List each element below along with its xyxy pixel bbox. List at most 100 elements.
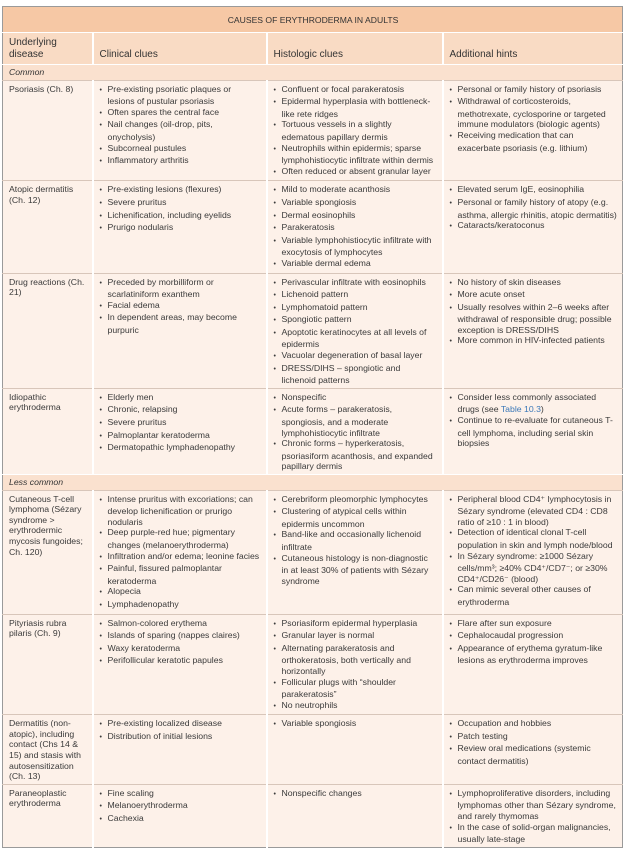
list-item: Mild to moderate acanthosis <box>274 184 437 197</box>
list-item: Spongiotic pattern <box>274 314 437 327</box>
list-item: Distribution of initial lesions <box>100 731 261 744</box>
clinical-cell: Pre-existing psoriatic plaques or lesion… <box>92 79 268 181</box>
list-item: Lichenification, including eyelids <box>100 210 261 223</box>
list-item: Prurigo nodularis <box>100 222 261 235</box>
histologic-list: Nonspecific changes <box>274 788 437 801</box>
list-item: Dermatopathic lymphadenopathy <box>100 442 261 455</box>
section-label: Common <box>2 64 623 81</box>
hints-cell: Peripheral blood CD4⁺ lymphocytosis in S… <box>442 489 623 615</box>
list-item: Islands of sparing (nappes claires) <box>100 630 261 643</box>
hints-list: Elevated serum IgE, eosinophiliaPersonal… <box>450 184 618 232</box>
hints-list: Peripheral blood CD4⁺ lymphocytosis in S… <box>450 494 618 608</box>
list-item: Pre-existing lesions (flexures) <box>100 184 261 197</box>
list-item: Palmoplantar keratoderma <box>100 430 261 443</box>
list-item: Parakeratosis <box>274 222 437 235</box>
clinical-cell: Fine scalingMelanoerythrodermaCachexia <box>92 783 268 848</box>
list-item: Often spares the central face <box>100 107 261 120</box>
histologic-list: Cerebriform pleomorphic lymphocytesClust… <box>274 494 437 587</box>
list-item: Lymphomatoid pattern <box>274 302 437 315</box>
list-item: More acute onset <box>450 289 618 302</box>
list-item: Chronic forms – hyperkeratosis, psoriasi… <box>274 438 437 472</box>
table-row: Atopic dermatitis (Ch. 12)Pre-existing l… <box>2 180 623 273</box>
disease-cell: Psoriasis (Ch. 8) <box>2 79 94 181</box>
list-item: Personal or family history of psoriasis <box>450 84 618 97</box>
hints-cell: Lymphoproliferative disorders, including… <box>442 783 623 848</box>
hints-list: Flare after sun exposureCephalocaudal pr… <box>450 618 618 666</box>
list-item: Acute forms – parakeratosis, spongiosis,… <box>274 404 437 438</box>
list-item: Withdrawal of corticosteroids, methotrex… <box>450 96 618 130</box>
list-item: Subcorneal pustules <box>100 143 261 156</box>
list-item: Continue to re-evaluate for cutaneous T-… <box>450 415 618 449</box>
table-row: Drug reactions (Ch. 21) Preceded by morbi… <box>2 272 623 389</box>
list-item: Infiltration and/or edema; leonine facie… <box>100 551 261 564</box>
clinical-list: Pre-existing localized diseaseDistributi… <box>100 718 261 743</box>
list-item: Usually resolves within 2–6 weeks after … <box>450 302 618 336</box>
item-text: ) <box>540 404 544 415</box>
list-item: Alternating parakeratosis and orthokerat… <box>274 643 437 677</box>
table-row: Psoriasis (Ch. 8) Pre-existing psoriatic … <box>2 79 623 181</box>
histologic-cell: Psoriasiform epidermal hyperplasiaGranul… <box>266 613 444 715</box>
list-item: Melanoerythroderma <box>100 800 261 813</box>
header-additional-hints: Additional hints <box>442 32 623 65</box>
clinical-list: Salmon-colored erythemaIslands of sparin… <box>100 618 261 668</box>
list-item: Lymphoproliferative disorders, including… <box>450 788 618 822</box>
hints-cell: Flare after sun exposureCephalocaudal pr… <box>442 613 623 715</box>
disease-cell: Atopic dermatitis (Ch. 12) <box>2 180 94 273</box>
list-item: Patch testing <box>450 731 618 744</box>
list-item: Intense pruritus with excoriations; can … <box>100 494 261 528</box>
header-clinical-clues: Clinical clues <box>92 32 268 65</box>
clinical-cell: Salmon-colored erythemaIslands of sparin… <box>92 613 268 715</box>
item-text: Consider less commonly associated drugs … <box>457 391 597 415</box>
histologic-list: NonspecificAcute forms – parakeratosis, … <box>274 392 437 472</box>
list-item: Severe pruritus <box>100 197 261 210</box>
histologic-list: Psoriasiform epidermal hyperplasiaGranul… <box>274 618 437 713</box>
list-item: Nail changes (oil-drop, pits, onycholysi… <box>100 119 261 142</box>
list-item: Cataracts/keratoconus <box>450 220 618 233</box>
list-item: Lichenoid pattern <box>274 289 437 302</box>
list-item: Variable spongiosis <box>274 718 437 731</box>
clinical-cell: Preceded by morbilliform or scarlatinifo… <box>92 272 268 389</box>
list-item: Consider less commonly associated drugs … <box>450 392 618 415</box>
list-item: Vacuolar degeneration of basal layer <box>274 350 437 363</box>
clinical-cell: Pre-existing lesions (flexures)Severe pr… <box>92 180 268 273</box>
list-item: Nonspecific changes <box>274 788 437 801</box>
histologic-cell: Cerebriform pleomorphic lymphocytesClust… <box>266 489 444 615</box>
table-row: Pityriasis rubra pilaris (Ch. 9)Salmon-c… <box>2 613 623 715</box>
list-item: Occupation and hobbies <box>450 718 618 731</box>
list-item: Granular layer is normal <box>274 630 437 643</box>
list-item: Facial edema <box>100 300 261 313</box>
list-item: Apoptotic keratinocytes at all levels of… <box>274 327 437 350</box>
list-item: Receiving medication that can exacerbate… <box>450 130 618 153</box>
list-item: Tortuous vessels in a slightly edematous… <box>274 119 437 142</box>
table-title: CAUSES OF ERYTHRODERMA IN ADULTS <box>2 6 623 33</box>
table-title-row: CAUSES OF ERYTHRODERMA IN ADULTS <box>2 6 623 33</box>
list-item: Inflammatory arthritis <box>100 155 261 168</box>
list-item: Confluent or focal parakeratosis <box>274 84 437 97</box>
section-row: Common <box>2 64 623 81</box>
list-item: In dependent areas, may become purpuric <box>100 312 261 335</box>
list-item: Cutaneous histology is non-diagnostic in… <box>274 553 437 587</box>
hints-cell: No history of skin diseasesMore acute on… <box>442 272 623 389</box>
histologic-list: Mild to moderate acanthosisVariable spon… <box>274 184 437 270</box>
list-item: Chronic, relapsing <box>100 404 261 417</box>
list-item: In the case of solid-organ malignancies,… <box>450 822 618 845</box>
clinical-list: Intense pruritus with excoriations; can … <box>100 494 261 612</box>
list-item: Elderly men <box>100 392 261 405</box>
list-item: Pre-existing localized disease <box>100 718 261 731</box>
list-item: No neutrophils <box>274 700 437 713</box>
list-item: Epidermal hyperplasia with bottleneck-li… <box>274 96 437 119</box>
list-item: Elevated serum IgE, eosinophilia <box>450 184 618 197</box>
list-item: Variable spongiosis <box>274 197 437 210</box>
histologic-cell: Mild to moderate acanthosisVariable spon… <box>266 180 444 273</box>
hints-list: Lymphoproliferative disorders, including… <box>450 788 618 845</box>
section-label: Less common <box>2 474 623 491</box>
list-item: Perivascular infiltrate with eosinophils <box>274 277 437 290</box>
list-item: More common in HIV-infected patients <box>450 335 618 348</box>
list-item: Often reduced or absent granular layer <box>274 166 437 179</box>
list-item: Can mimic several other causes of erythr… <box>450 584 618 607</box>
list-item: Detection of identical clonal T-cell pop… <box>450 527 618 550</box>
list-item: DRESS/DIHS – spongiotic and lichenoid pa… <box>274 363 437 386</box>
clinical-list: Fine scalingMelanoerythrodermaCachexia <box>100 788 261 826</box>
table-row: Paraneoplastic erythrodermaFine scalingM… <box>2 783 623 848</box>
table-reference-link[interactable]: Table 10.3 <box>500 404 541 415</box>
